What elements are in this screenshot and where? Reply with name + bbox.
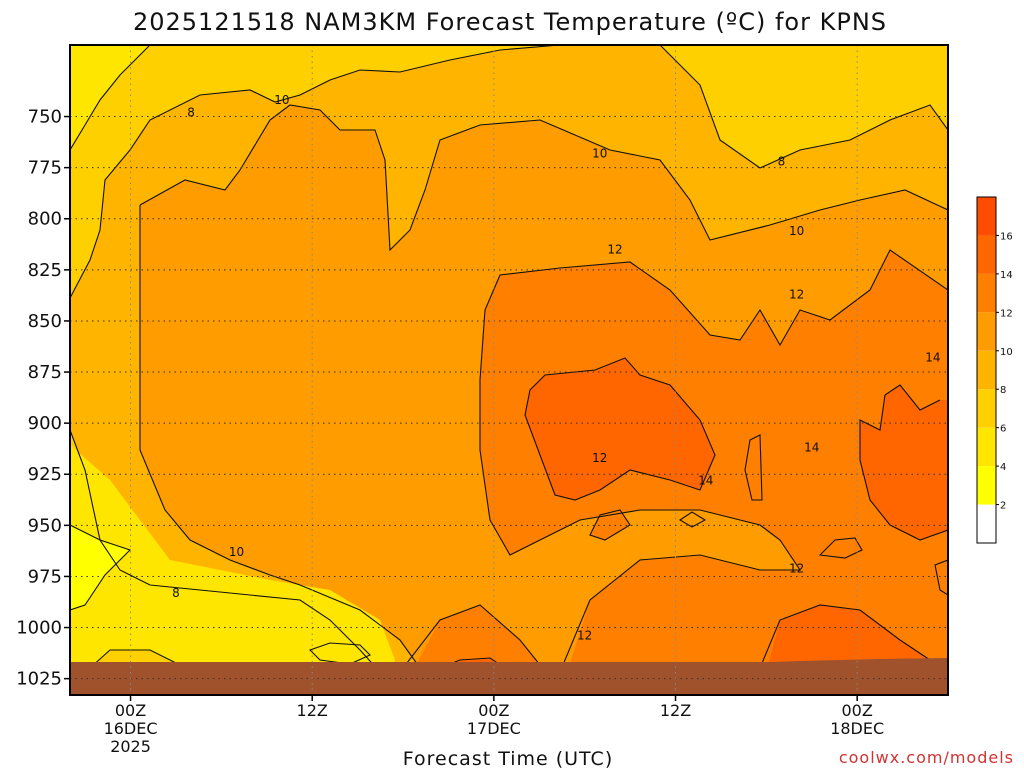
- y-tick-label: 825: [28, 260, 62, 281]
- contour-label: 10: [274, 93, 289, 107]
- band-2-4-left: [70, 525, 130, 610]
- y-tick-label: 950: [28, 515, 62, 536]
- plot-frame: [69, 44, 949, 696]
- band-14-16-a: [525, 358, 715, 500]
- band-4-6-left: [70, 445, 395, 695]
- colorbar-swatch: [977, 235, 996, 274]
- y-tick-label: 775: [28, 158, 62, 179]
- colorbar: 2 4 6 8 10 12 14 16: [976, 196, 1013, 544]
- contour-label: 8: [187, 105, 195, 119]
- colorbar-swatch: [977, 504, 996, 543]
- band-4-6: [70, 45, 150, 150]
- contour-label: 14: [698, 473, 713, 487]
- x-tick-label: 12Z: [660, 701, 691, 720]
- colorbar-tick-label: 10: [1000, 347, 1013, 358]
- colorbar-tick-label: 12: [1000, 308, 1013, 319]
- x-tick-label: 00Z: [478, 701, 509, 720]
- y-tick-label: 800: [28, 209, 62, 230]
- chart-title: 2025121518 NAM3KM Forecast Temperature (…: [133, 8, 887, 36]
- ground-profile: [70, 658, 948, 695]
- y-tick-label: 1000: [16, 618, 62, 639]
- y-axis: 750 775 800 825 850 875 900 925 950 975 1000 1025: [16, 107, 70, 690]
- contour-label: 14: [925, 351, 940, 365]
- colorbar-tick-label: 6: [1000, 424, 1006, 435]
- colorbar-frame: [976, 196, 997, 544]
- x-tick-label: 2025: [110, 737, 151, 756]
- x-tick-label: 12Z: [297, 701, 328, 720]
- contour-label: 12: [592, 451, 607, 465]
- colorbar-swatch: [977, 466, 996, 505]
- y-tick-label: 1025: [16, 669, 62, 690]
- contour-label: 8: [172, 586, 180, 600]
- x-tick-label: 18DEC: [830, 719, 884, 738]
- band-14-16-b: [860, 385, 948, 540]
- contour-label: 12: [789, 561, 804, 575]
- colorbar-swatch: [977, 350, 996, 390]
- colorbar-tick-label: 16: [1000, 231, 1013, 242]
- colorbar-tick-label: 2: [1000, 501, 1006, 512]
- temperature-field: [70, 45, 948, 695]
- contour-label: 14: [804, 441, 819, 455]
- x-axis-label: Forecast Time (UTC): [403, 748, 613, 768]
- credit-link[interactable]: coolwx.com/models: [839, 748, 1014, 767]
- colorbar-swatch: [977, 197, 996, 236]
- x-tick-label: 16DEC: [104, 719, 158, 738]
- band-4-6-patch: [310, 643, 370, 664]
- y-tick-label: 975: [28, 566, 62, 587]
- band-12-14-patch-b: [820, 538, 862, 558]
- contour-labels: 8 8 10 10 10 8 10 12 12 12 12 12 14 14 14: [172, 93, 940, 643]
- grid: [70, 45, 948, 695]
- contour-label: 10: [229, 545, 244, 559]
- contour-label: 8: [778, 155, 786, 169]
- y-tick-label: 900: [28, 413, 62, 434]
- contour-label: 12: [577, 629, 592, 643]
- y-tick-label: 850: [28, 311, 62, 332]
- colorbar-swatch: [977, 389, 996, 428]
- colorbar-swatch: [977, 273, 996, 313]
- y-tick-label: 925: [28, 464, 62, 485]
- colorbar-tick-label: 4: [1000, 462, 1006, 473]
- contour-lines: [70, 45, 948, 673]
- contour-label: 10: [592, 146, 607, 160]
- contour-label: 12: [607, 242, 622, 256]
- y-tick-label: 750: [28, 107, 62, 128]
- contour-label: 12: [789, 287, 804, 301]
- colorbar-tick-label: 8: [1000, 385, 1006, 396]
- y-tick-label: 875: [28, 362, 62, 383]
- x-tick-label: 00Z: [842, 701, 873, 720]
- colorbar-tick-label: 14: [1000, 270, 1013, 281]
- colorbar-swatch: [977, 312, 996, 351]
- x-tick-label: 00Z: [115, 701, 146, 720]
- contour-label: 10: [789, 224, 804, 238]
- colorbar-swatch: [977, 427, 996, 467]
- x-tick-label: 17DEC: [467, 719, 521, 738]
- band-12-14: [480, 250, 948, 695]
